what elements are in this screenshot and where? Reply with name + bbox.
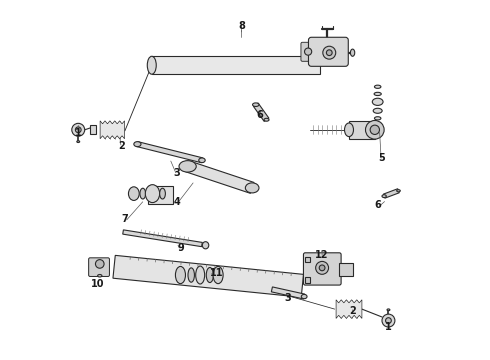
Circle shape (326, 50, 332, 55)
Ellipse shape (160, 188, 166, 199)
Ellipse shape (128, 187, 139, 201)
Ellipse shape (387, 309, 390, 311)
Text: 7: 7 (122, 215, 128, 224)
Text: 12: 12 (316, 250, 329, 260)
Circle shape (75, 127, 81, 133)
Polygon shape (90, 126, 96, 134)
Ellipse shape (397, 190, 400, 192)
Polygon shape (349, 121, 375, 139)
Ellipse shape (344, 123, 353, 136)
Polygon shape (305, 277, 310, 283)
Ellipse shape (301, 294, 307, 299)
Ellipse shape (202, 242, 209, 249)
Circle shape (319, 265, 325, 271)
Circle shape (386, 318, 392, 323)
Text: 9: 9 (177, 243, 184, 253)
Polygon shape (113, 255, 303, 297)
Ellipse shape (175, 266, 186, 284)
Circle shape (316, 261, 329, 274)
Polygon shape (305, 257, 310, 262)
Circle shape (323, 46, 336, 59)
Polygon shape (336, 300, 362, 319)
Ellipse shape (134, 141, 141, 147)
Polygon shape (383, 189, 399, 198)
Ellipse shape (77, 141, 80, 143)
Circle shape (366, 121, 384, 139)
Ellipse shape (146, 185, 160, 203)
Ellipse shape (372, 98, 383, 105)
Polygon shape (152, 56, 320, 74)
Ellipse shape (375, 130, 381, 133)
Text: 6: 6 (256, 111, 263, 121)
Polygon shape (137, 142, 202, 163)
Circle shape (96, 260, 104, 268)
Circle shape (304, 48, 312, 55)
FancyBboxPatch shape (89, 258, 109, 276)
Ellipse shape (213, 266, 223, 284)
Polygon shape (148, 186, 173, 204)
Ellipse shape (374, 85, 381, 88)
Text: 5: 5 (378, 153, 385, 163)
Ellipse shape (179, 161, 196, 172)
FancyBboxPatch shape (301, 42, 315, 61)
Circle shape (382, 314, 395, 327)
Circle shape (72, 123, 85, 136)
Polygon shape (271, 287, 305, 299)
Text: 1: 1 (385, 322, 392, 332)
Ellipse shape (373, 108, 382, 113)
Text: 6: 6 (374, 200, 381, 210)
Text: 1: 1 (75, 129, 82, 138)
Ellipse shape (374, 122, 382, 126)
Text: 11: 11 (210, 268, 223, 278)
Text: 2: 2 (349, 306, 356, 316)
Polygon shape (253, 103, 269, 121)
Ellipse shape (196, 266, 205, 284)
Ellipse shape (252, 103, 259, 107)
FancyBboxPatch shape (309, 37, 348, 66)
Polygon shape (122, 230, 202, 247)
Ellipse shape (140, 188, 146, 199)
Ellipse shape (147, 56, 156, 74)
Text: 3: 3 (285, 293, 292, 303)
Text: 10: 10 (91, 279, 105, 289)
Text: 2: 2 (118, 141, 124, 151)
Circle shape (370, 125, 379, 134)
Ellipse shape (264, 118, 269, 121)
Ellipse shape (374, 117, 381, 120)
Ellipse shape (350, 49, 355, 56)
Ellipse shape (374, 92, 381, 95)
Ellipse shape (206, 267, 214, 283)
Text: 3: 3 (173, 168, 180, 178)
Ellipse shape (382, 195, 386, 198)
Text: 8: 8 (238, 21, 245, 31)
Ellipse shape (188, 268, 195, 282)
Ellipse shape (199, 158, 205, 163)
Polygon shape (339, 263, 353, 276)
FancyBboxPatch shape (303, 253, 341, 285)
Ellipse shape (98, 274, 102, 277)
Polygon shape (100, 121, 124, 139)
Ellipse shape (245, 183, 259, 193)
Text: 4: 4 (173, 197, 180, 207)
Polygon shape (186, 161, 254, 193)
